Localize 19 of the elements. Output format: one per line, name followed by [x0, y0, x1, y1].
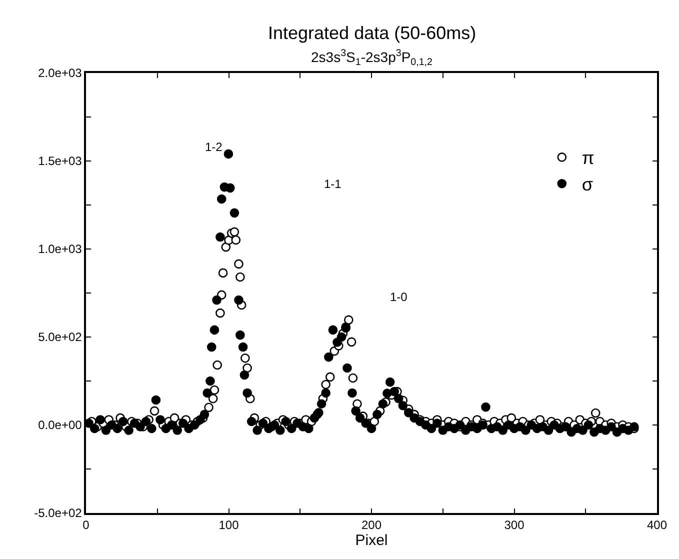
y-tick-label: 5.0e+02	[38, 330, 82, 344]
annotation: 1-1	[324, 177, 342, 191]
chart-title: Integrated data (50-60ms)	[268, 23, 476, 43]
x-tick-label: 100	[218, 518, 240, 532]
chart-subtitle: 2s3s$^{3}$S$_{1}$-2s3p$^{3}$P$_{0,1,2}$	[311, 48, 432, 68]
x-axis-title: Pixel	[355, 532, 388, 550]
y-tick-label: 2.0e+03	[38, 66, 82, 80]
y-tick-label: 0.0e+00	[38, 418, 82, 432]
legend-label: σ	[582, 174, 594, 195]
legend-label: π	[582, 148, 594, 168]
x-tick-label: 200	[361, 518, 382, 532]
annotation: 1-0	[390, 290, 408, 304]
annotation: 1-2	[205, 140, 223, 154]
x-tick-label: 400	[646, 518, 668, 532]
x-tick-label: 0	[82, 518, 90, 532]
y-tick-label: -5.0e+02	[34, 506, 82, 520]
y-tick-label: 1.5e+03	[38, 154, 82, 168]
y-tick-label: 1.0e+03	[38, 242, 82, 256]
x-tick-label: 300	[504, 518, 525, 532]
